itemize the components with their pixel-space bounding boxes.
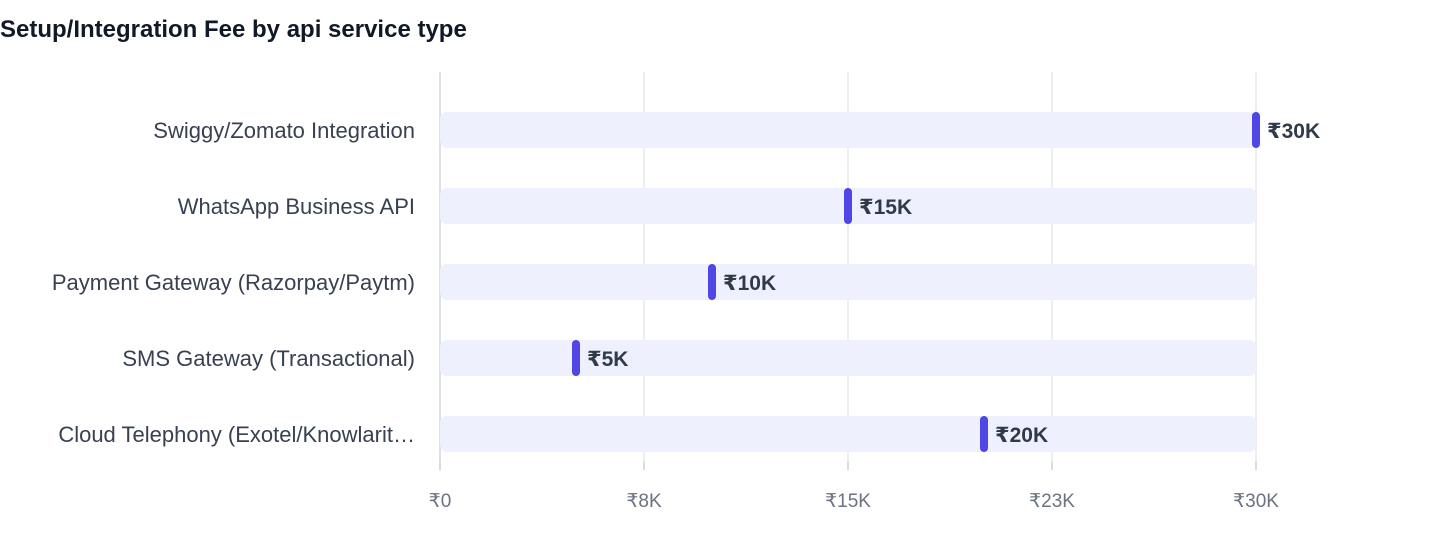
bar-marker [1252, 112, 1260, 148]
x-tick-label: ₹15K [825, 491, 871, 512]
bar-track [440, 112, 1256, 148]
bar-track [440, 264, 1256, 300]
category-label: WhatsApp Business API [178, 194, 415, 219]
category-label: Payment Gateway (Razorpay/Paytm) [52, 270, 415, 295]
category-labels: Swiggy/Zomato Integration WhatsApp Busine… [52, 118, 415, 447]
x-tick-label: ₹0 [429, 491, 452, 512]
bar-marker [572, 340, 580, 376]
value-label: ₹20K [995, 424, 1048, 447]
value-labels: ₹30K ₹15K ₹10K ₹5K ₹20K [587, 120, 1320, 447]
bar-track [440, 416, 1256, 452]
bar-marker [980, 416, 988, 452]
value-label: ₹10K [723, 272, 776, 295]
bar-marker [844, 188, 852, 224]
x-tick-label: ₹30K [1233, 491, 1279, 512]
value-label: ₹5K [587, 348, 628, 371]
x-tick-label: ₹8K [626, 491, 662, 512]
chart-title: Setup/Integration Fee by api service typ… [0, 16, 467, 43]
bar-markers [572, 112, 1260, 452]
value-label: ₹15K [859, 196, 912, 219]
x-axis-ticks: ₹0 ₹8K ₹15K ₹23K ₹30K [429, 462, 1279, 512]
x-tick-label: ₹23K [1029, 491, 1075, 512]
category-label: SMS Gateway (Transactional) [122, 346, 415, 371]
bar-track [440, 340, 1256, 376]
category-label: Cloud Telephony (Exotel/Knowlarit… [58, 422, 415, 447]
category-label: Swiggy/Zomato Integration [153, 118, 415, 143]
bar-marker [708, 264, 716, 300]
value-label: ₹30K [1267, 120, 1320, 143]
